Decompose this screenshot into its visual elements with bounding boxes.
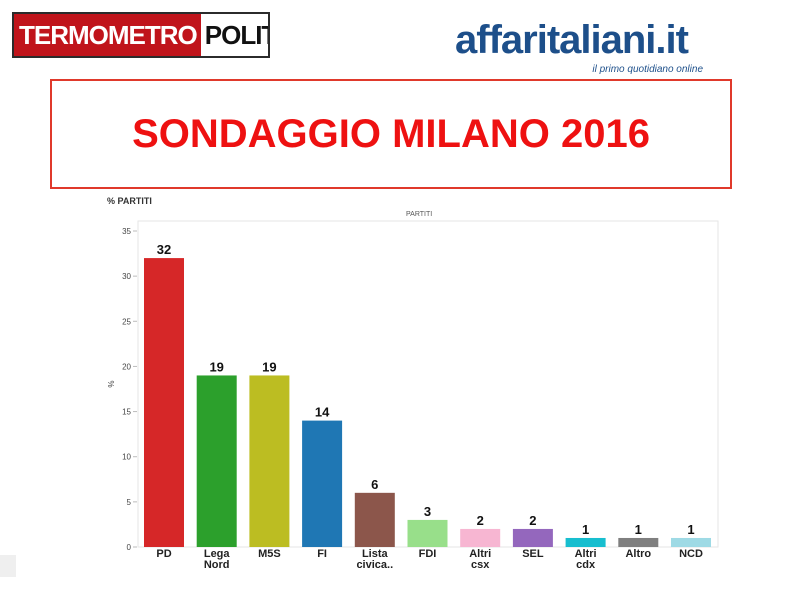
x-tick-label-line: Lista xyxy=(362,548,389,560)
data-label: 19 xyxy=(209,359,223,374)
logo-termometro-text: TERMOMETRO xyxy=(14,14,201,56)
y-tick-label: 30 xyxy=(122,272,131,281)
affaritaliani-logo-name: affaritaliani.it xyxy=(455,18,689,62)
data-label: 1 xyxy=(582,522,589,537)
bar xyxy=(144,258,184,547)
y-tick-label: 20 xyxy=(122,362,131,371)
bar xyxy=(407,519,448,547)
data-label: 1 xyxy=(687,522,694,537)
title-box: SONDAGGIO MILANO 2016 xyxy=(50,79,732,189)
x-tick-label: Lista civica.. xyxy=(356,548,393,571)
bar xyxy=(565,537,606,547)
chart-title: PARTITI xyxy=(406,211,433,218)
x-tick-label-line: FI xyxy=(317,548,327,560)
bar xyxy=(460,528,501,547)
affaritaliani-tagline: il primo quotidiano online xyxy=(592,64,703,75)
x-tick-label: FDI xyxy=(419,548,437,560)
x-tick-label-line: Altro xyxy=(625,548,651,560)
y-tick-label: 0 xyxy=(127,543,132,552)
x-tick-label: NCD xyxy=(679,548,703,560)
data-label: 32 xyxy=(157,242,171,257)
x-tick-label-line: PD xyxy=(156,548,171,560)
x-tick-label: SEL xyxy=(522,548,544,560)
y-tick-label: 25 xyxy=(122,317,131,326)
x-tick-label: PD xyxy=(156,548,171,560)
data-label: 19 xyxy=(262,359,276,374)
x-tick-label-line: civica.. xyxy=(356,559,393,571)
x-tick-label: Altri csx xyxy=(469,548,491,571)
panel-label: % PARTITI xyxy=(107,196,152,206)
x-tick-label-line: Nord xyxy=(204,559,230,571)
corner-widget xyxy=(0,555,16,577)
x-tick-label-line: NCD xyxy=(679,548,703,560)
bar xyxy=(618,537,659,547)
x-tick-label: M5S xyxy=(258,548,281,560)
bar xyxy=(196,375,237,547)
data-label: 2 xyxy=(529,513,536,528)
y-tick-label: 10 xyxy=(122,453,131,462)
data-label: 1 xyxy=(635,522,642,537)
bar xyxy=(354,492,395,547)
x-tick-label-line: cdx xyxy=(576,559,596,571)
affaritaliani-logo: affaritaliani.it il primo quotidiano onl… xyxy=(455,18,755,78)
x-tick-label-line: csx xyxy=(471,559,490,571)
x-tick-label: Lega Nord xyxy=(204,548,231,571)
x-tick-label: FI xyxy=(317,548,327,560)
x-tick-label-line: SEL xyxy=(522,548,544,560)
data-label: 2 xyxy=(477,513,484,528)
logo-politico-text: POLITICO xyxy=(200,14,268,56)
y-axis-label: % xyxy=(107,380,116,387)
data-label: 14 xyxy=(315,405,330,420)
bar xyxy=(302,420,343,547)
bar xyxy=(671,537,711,547)
x-tick-label: Altro xyxy=(625,548,651,560)
y-tick-label: 5 xyxy=(127,498,132,507)
x-tick-label-line: Lega xyxy=(204,548,231,560)
x-tick-label-line: M5S xyxy=(258,548,281,560)
termometro-politico-logo: TERMOMETRO POLITICO xyxy=(12,12,270,58)
data-label: 3 xyxy=(424,504,431,519)
data-label: 6 xyxy=(371,477,378,492)
bar xyxy=(512,528,553,547)
bar xyxy=(249,375,290,547)
x-tick-label-line: FDI xyxy=(419,548,437,560)
x-tick-label-line: Altri xyxy=(469,548,491,560)
x-tick-label: Altri cdx xyxy=(575,548,597,571)
y-tick-label: 35 xyxy=(122,227,131,236)
x-tick-label-line: Altri xyxy=(575,548,597,560)
y-tick-label: 15 xyxy=(122,408,131,417)
page-title: SONDAGGIO MILANO 2016 xyxy=(132,111,650,156)
